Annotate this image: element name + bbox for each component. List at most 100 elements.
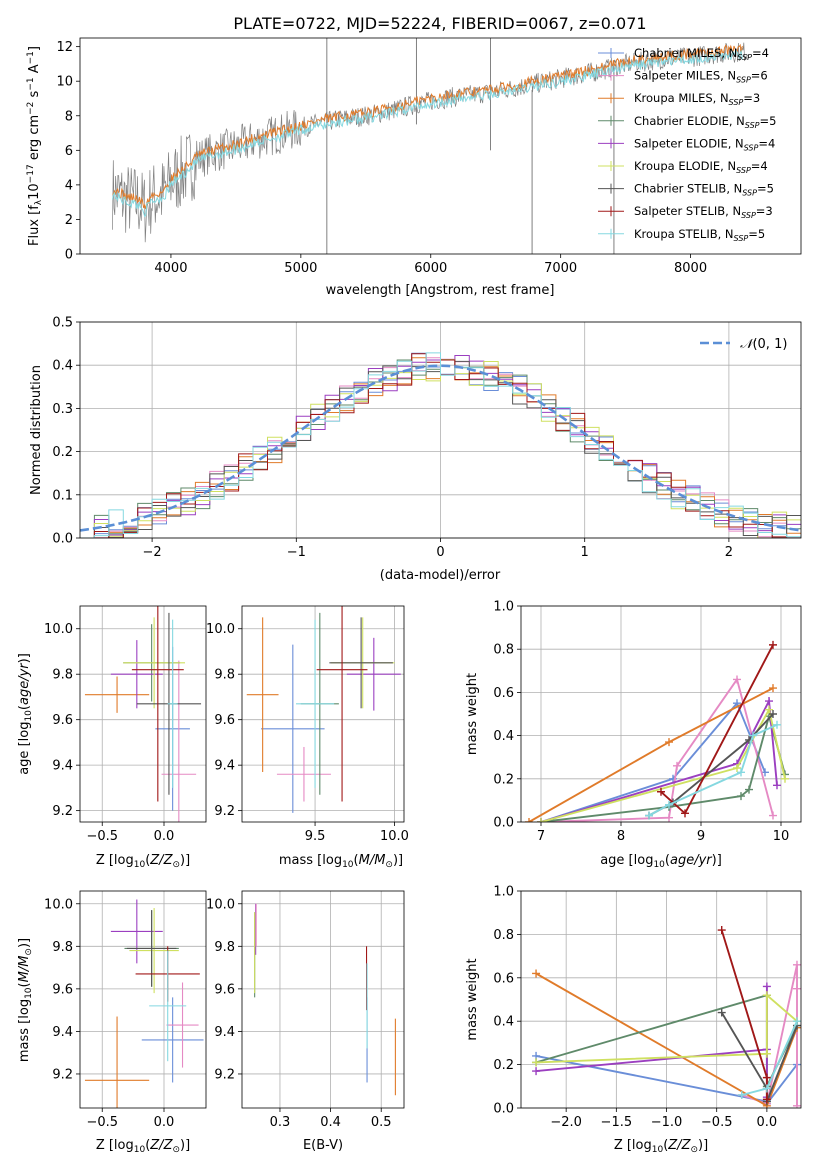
axes-frame [79,890,207,1109]
weight-marker [792,984,801,993]
panel-spectrum: 4000 5000 6000 7000 8000 0 2 4 6 8 10 12 wavelength … [26,37,802,298]
y-axis-label: Flux [fλ10−17 erg cm−2 s−1 A−1] [26,46,44,246]
weight-marker [737,1090,746,1099]
axes-frame [79,605,207,823]
legend: Chabrier MILES, NSSP=4 Salpeter MILES, NS… [598,46,776,243]
y-tick-label: 0.0 [493,816,514,831]
x-tick-label: 10 [773,829,790,844]
figure-title: PLATE=0722, MJD=52224, FIBERID=0067, z=0… [233,14,646,33]
y-tick-label: 0.8 [493,928,514,943]
y-tick-label: 10.0 [206,897,235,912]
x-tick-label: 8 [617,829,625,844]
weight-marker [765,705,773,714]
x-tick-label: 0.5 [371,1115,392,1130]
panel-mass-weight-vs-age: 7 8 9 10 0.0 0.2 0.4 0.6 0.8 1.0 mass weight age [l… [465,600,802,870]
y-tick-label: 0.4 [493,1015,514,1030]
plot-area [532,926,801,1108]
weight-marker [762,1049,771,1058]
weight-marker [773,781,781,790]
axes-frame [520,890,802,1109]
legend-entry: Kroupa STELIB, NSSP=5 [634,227,765,243]
weight-marker [525,818,533,822]
weight-marker [749,731,757,740]
x-tick-label: 10.0 [380,829,409,844]
y-tick-label: 9.4 [214,759,235,774]
x-tick-label: 0.0 [154,829,175,844]
weight-marker [769,710,777,718]
y-tick-label: 0.3 [52,402,73,417]
y-tick-label: 10.0 [206,622,235,637]
axes-frame [241,605,405,823]
x-tick-label: −0.5 [701,1115,733,1130]
weight-marker [645,811,653,820]
x-tick-label: 1 [581,545,589,560]
panel-residuals: −2 −1 0 1 2 0.0 0.1 0.2 0.3 0.4 0.5 𝒩(0, 1) (data-mo… [29,316,802,583]
y-axis-label: mass [log10(M/M⊙)] [17,938,34,1062]
weight-marker [792,960,801,969]
y-tick-label: 10.0 [44,897,73,912]
y-axis-label: Normed distribution [29,365,44,495]
y-tick-label: 0.0 [52,532,73,547]
x-tick-label: −1.5 [601,1115,633,1130]
legend-entry: Salpeter STELIB, NSSP=3 [634,204,773,220]
y-tick-label: 6 [65,144,73,159]
x-axis-label: age [log10(age/yr)] [600,853,722,870]
weight-marker [737,768,745,777]
x-tick-label: 7 [537,829,545,844]
y-tick-label: 0.4 [493,729,514,744]
plot-area [112,38,749,254]
weight-marker [769,811,777,820]
weight-marker [537,818,545,822]
y-tick-label: 0.2 [52,445,73,460]
plot-area [246,606,401,813]
weight-marker [769,684,777,693]
y-tick-label: 12 [56,40,73,55]
x-axis-label: mass [log10(M/M⊙)] [279,853,403,870]
y-tick-label: 9.4 [52,759,73,774]
x-tick-label: −0.5 [86,829,118,844]
weight-marker [762,1095,771,1104]
plot-area [80,352,801,538]
weight-marker [665,813,673,822]
data-spectrum-line [112,42,749,243]
x-tick-label: −0.5 [86,1115,118,1130]
legend-entry: Chabrier STELIB, NSSP=5 [634,182,774,198]
x-tick-label: −1 [287,545,306,560]
weight-series-line [660,644,774,815]
y-tick-label: 9.2 [52,1067,73,1082]
panel-age-vs-mass: 9.5 10.0 9.2 9.4 9.6 9.8 10.0 mass [log10(M/M⊙)… [206,605,409,870]
y-tick-label: 8 [65,109,73,124]
y-tick-label: 1.0 [493,885,514,900]
y-tick-label: 2 [65,213,73,228]
weight-series-line [720,929,768,1100]
axes-frame [520,605,802,823]
weight-series-line [540,701,766,822]
weight-marker [781,774,789,783]
weight-marker [762,1084,771,1093]
x-tick-label: −1.0 [651,1115,683,1130]
panel-age-vs-Z: −0.5 0.0 9.2 9.4 9.6 9.8 10.0 Z [log10(Z/Z⊙)] ag… [17,605,207,870]
weight-marker [532,1067,541,1076]
weight-marker [733,675,741,684]
y-tick-label: 9.2 [214,804,235,819]
x-tick-label: 0.0 [757,1115,778,1130]
y-tick-label: 4 [65,178,73,193]
model-spectrum-line [112,49,743,218]
y-tick-label: 9.6 [52,982,73,997]
y-axis-label: mass weight [465,673,480,755]
x-axis-label: Z [log10(Z/Z⊙)] [614,1138,708,1155]
histogram-step [80,352,801,538]
y-tick-label: 0.2 [493,1058,514,1073]
x-axis-label: (data-model)/error [380,568,501,583]
y-tick-label: 1.0 [493,600,514,615]
weight-series-line [540,707,786,822]
x-axis-label: Z [log10(Z/Z⊙)] [96,1138,190,1155]
weight-marker [657,787,665,796]
y-tick-label: 0.4 [52,359,73,374]
plot-area [525,640,789,822]
x-axis-label: wavelength [Angstrom, rest frame] [326,283,555,298]
y-tick-label: 9.8 [52,940,73,955]
x-axis-label: Z [log10(Z/Z⊙)] [96,853,190,870]
x-tick-label: 0.3 [270,1115,291,1130]
weight-marker [681,809,689,818]
